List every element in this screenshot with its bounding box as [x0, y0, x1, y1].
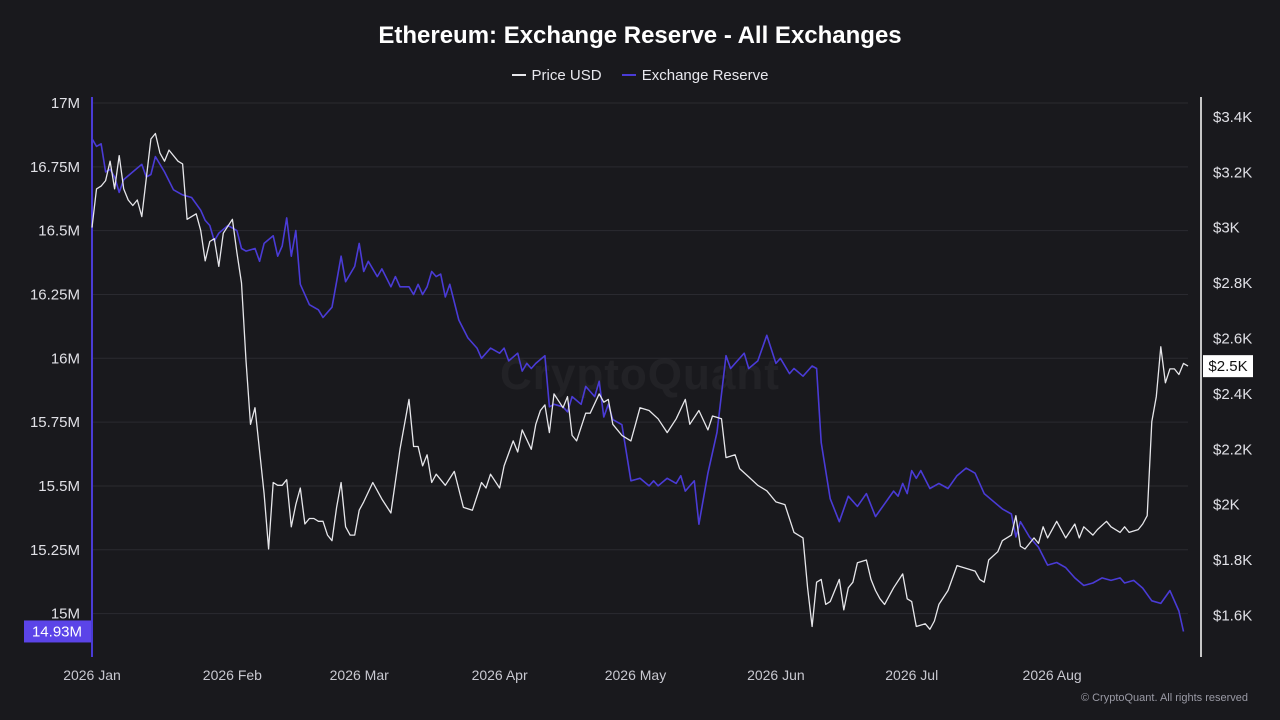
right-tick-label: $1.6K [1213, 607, 1252, 624]
x-axis: 2026 Jan 2026 Feb 2026 Mar 2026 Apr 2026 May… [63, 667, 1082, 683]
left-tick-label: 15M [51, 606, 80, 623]
left-tick-label: 15.75M [30, 414, 80, 431]
right-tick-label: $1.8K [1213, 552, 1252, 569]
series-lines [91, 132, 1189, 632]
current-price-label: $2.5K [1208, 358, 1247, 375]
right-tick-label: $2.4K [1213, 386, 1252, 403]
x-tick-label: 2026 Jun [747, 667, 805, 683]
right-tick-label: $2.2K [1213, 441, 1252, 458]
x-tick-label: 2026 Aug [1023, 667, 1082, 683]
left-tick-label: 17M [51, 95, 80, 112]
legend-label-reserve: Exchange Reserve [641, 66, 769, 84]
legend-label-price: Price USD [531, 66, 602, 84]
x-tick-label: 2026 May [605, 667, 666, 683]
legend-swatch-reserve [621, 74, 636, 76]
series-line-price-usd [91, 132, 1189, 630]
left-tick-label: 16.25M [30, 286, 80, 303]
x-tick-label: 2026 Apr [472, 667, 528, 683]
current-reserve-badge [24, 620, 91, 643]
left-tick-label: 16M [51, 350, 80, 367]
legend-swatch-price [511, 74, 526, 76]
value-badges: 14.93M $2.5K [24, 355, 1253, 643]
x-tick-label: 2026 Jan [63, 667, 121, 683]
current-reserve-label: 14.93M [32, 623, 82, 640]
right-tick-label: $3.4K [1213, 109, 1252, 126]
left-tick-label: 15.5M [38, 478, 80, 495]
right-tick-label: $2.6K [1213, 330, 1252, 347]
copyright-text: © CryptoQuant. All rights reserved [1080, 692, 1248, 704]
left-tick-label: 15.25M [30, 542, 80, 559]
left-tick-label: 16.5M [38, 223, 80, 240]
right-tick-label: $3.2K [1213, 164, 1252, 181]
left-tick-label: 16.75M [30, 159, 80, 176]
current-price-badge [1203, 355, 1253, 378]
legend-item-reserve[interactable]: Exchange Reserve [621, 66, 769, 84]
gridlines [92, 102, 1188, 615]
series-line-exchange-reserve [91, 138, 1185, 632]
chart-legend: Price USD Exchange Reserve [0, 63, 1280, 84]
right-tick-label: $2.8K [1213, 275, 1252, 292]
right-tick-label: $3K [1213, 220, 1240, 237]
left-axis: 17M 16.75M 16.5M 16.25M 16M 15.75M 15.5M 15.25M… [30, 95, 93, 657]
legend-item-price[interactable]: Price USD [511, 66, 602, 84]
x-tick-label: 2026 Feb [203, 667, 262, 683]
chart-title: Ethereum: Exchange Reserve - All Exchang… [378, 22, 902, 49]
x-tick-label: 2026 Mar [330, 667, 389, 683]
right-axis: $3.4K $3.2K $3K $2.8K $2.6K $2.4K $2.2K $2K $1.8… [1200, 97, 1252, 657]
right-tick-label: $2K [1213, 497, 1240, 514]
x-tick-label: 2026 Jul [885, 667, 938, 683]
